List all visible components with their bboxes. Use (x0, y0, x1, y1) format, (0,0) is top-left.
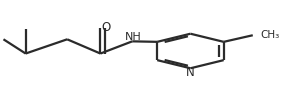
Text: NH: NH (125, 32, 142, 42)
Text: O: O (101, 21, 110, 34)
Text: N: N (186, 66, 195, 79)
Text: CH₃: CH₃ (260, 30, 280, 40)
